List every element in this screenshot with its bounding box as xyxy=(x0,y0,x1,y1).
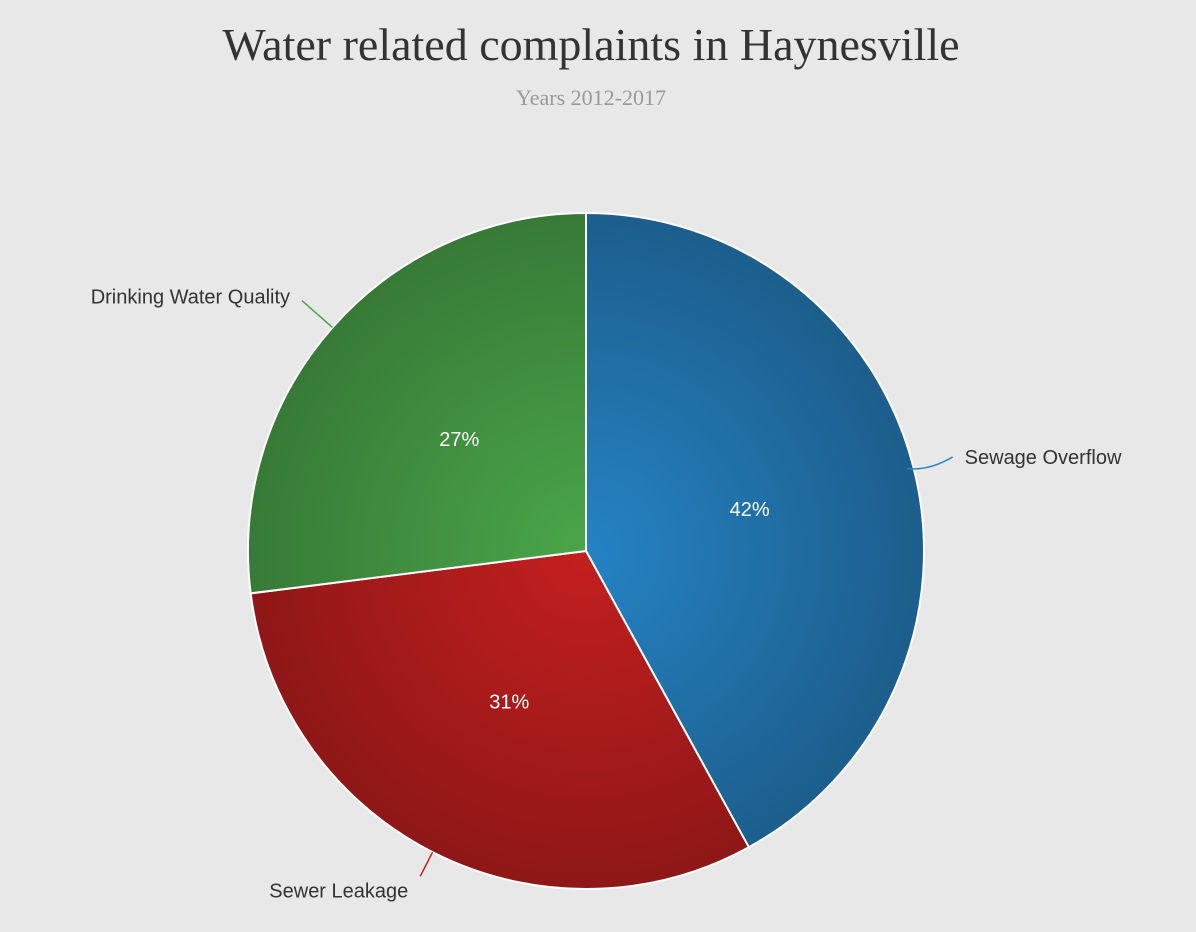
label-connectors xyxy=(301,300,954,877)
pie-slice-sewage-overflow[interactable] xyxy=(585,211,925,849)
category-label: Drinking Water Quality xyxy=(91,287,290,309)
label-connector xyxy=(419,851,434,877)
label-connector xyxy=(301,300,333,329)
label-connector xyxy=(906,456,954,470)
pie-slice-drinking-water-quality[interactable] xyxy=(247,211,587,595)
chart-subtitle: Years 2012-2017 xyxy=(516,85,666,110)
category-label: Sewage Overflow xyxy=(965,447,1122,469)
pie-labels: 42% Sewage Overflow 31% Sewer Leakage 27% Dri… xyxy=(91,287,1122,903)
slice-value-label: 42% xyxy=(730,499,770,521)
category-label: Sewer Leakage xyxy=(269,880,408,902)
slice-value-label: 27% xyxy=(439,429,479,451)
pie-slice-sewer-leakage[interactable] xyxy=(249,549,751,890)
chart-title: Water related complaints in Haynesville xyxy=(222,19,959,70)
pie-slices xyxy=(247,211,925,890)
slice-value-label: 31% xyxy=(489,692,529,714)
